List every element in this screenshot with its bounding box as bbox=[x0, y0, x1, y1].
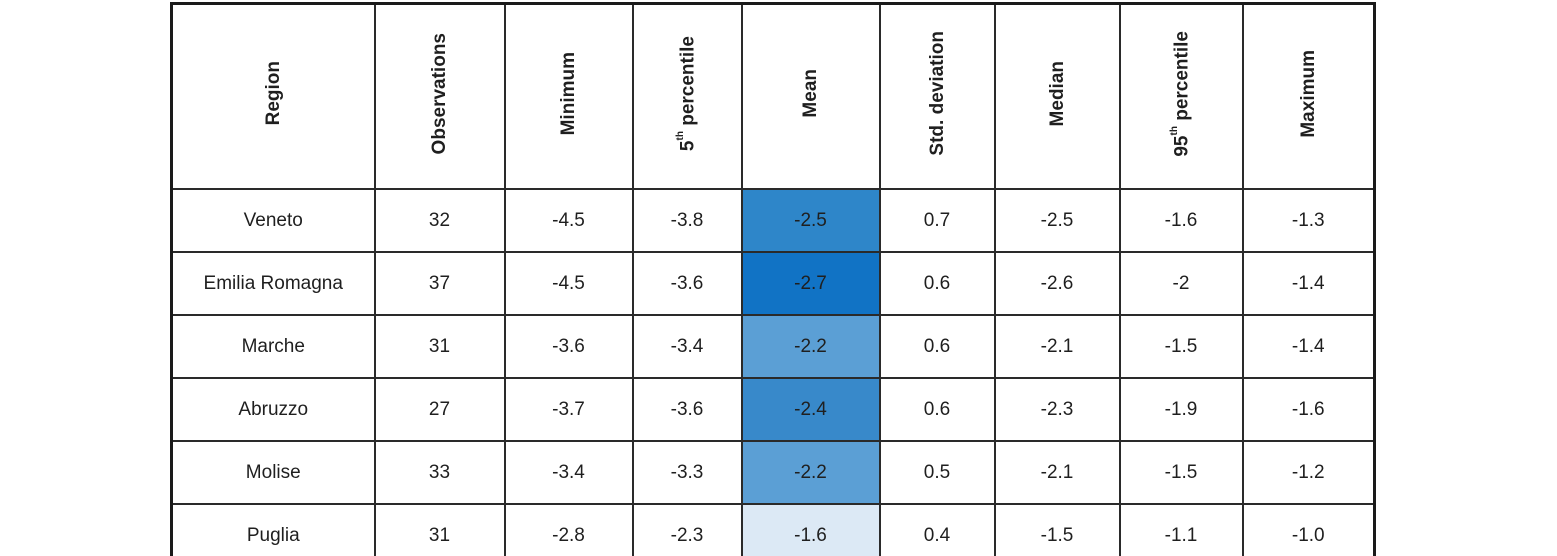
cell-std-deviation: 0.5 bbox=[878, 440, 996, 505]
cell-maximum: -1.3 bbox=[1241, 188, 1376, 253]
cell-5th-percentile: -3.4 bbox=[631, 314, 743, 379]
cell-region: Emilia Romagna bbox=[170, 251, 376, 316]
column-header-std-deviation: Std. deviation bbox=[878, 2, 996, 190]
cell-5th-percentile: -2.3 bbox=[631, 503, 743, 556]
cell-std-deviation: 0.4 bbox=[878, 503, 996, 556]
cell-mean: -2.7 bbox=[740, 251, 881, 316]
cell-observations: 27 bbox=[373, 377, 506, 442]
column-header-minimum: Minimum bbox=[503, 2, 634, 190]
cell-95th-percentile: -1.5 bbox=[1118, 440, 1244, 505]
cell-median: -2.5 bbox=[993, 188, 1121, 253]
table-row-molise: Molise 33 -3.4 -3.3 -2.2 0.5 -2.1 -1.5 -… bbox=[170, 440, 1376, 505]
column-header-observations: Observations bbox=[373, 2, 506, 190]
column-header-label: Region bbox=[262, 61, 284, 126]
cell-observations: 31 bbox=[373, 503, 506, 556]
cell-observations: 32 bbox=[373, 188, 506, 253]
regional-statistics-table: Region Observations Minimum 5th percenti… bbox=[170, 2, 1376, 556]
column-header-label: Maximum bbox=[1297, 49, 1319, 138]
cell-std-deviation: 0.7 bbox=[878, 188, 996, 253]
cell-region: Abruzzo bbox=[170, 377, 376, 442]
cell-maximum: -1.6 bbox=[1241, 377, 1376, 442]
table-row-abruzzo: Abruzzo 27 -3.7 -3.6 -2.4 0.6 -2.3 -1.9 … bbox=[170, 377, 1376, 442]
cell-minimum: -4.5 bbox=[503, 251, 634, 316]
cell-5th-percentile: -3.3 bbox=[631, 440, 743, 505]
column-header-median: Median bbox=[993, 2, 1121, 190]
cell-mean: -2.5 bbox=[740, 188, 881, 253]
cell-5th-percentile: -3.8 bbox=[631, 188, 743, 253]
cell-maximum: -1.4 bbox=[1241, 314, 1376, 379]
table-row-veneto: Veneto 32 -4.5 -3.8 -2.5 0.7 -2.5 -1.6 -… bbox=[170, 188, 1376, 253]
column-header-maximum: Maximum bbox=[1241, 2, 1376, 190]
cell-region: Marche bbox=[170, 314, 376, 379]
table-row-puglia: Puglia 31 -2.8 -2.3 -1.6 0.4 -1.5 -1.1 -… bbox=[170, 503, 1376, 556]
column-header-label: Minimum bbox=[558, 51, 579, 136]
cell-95th-percentile: -1.6 bbox=[1118, 188, 1244, 253]
column-header-label: Observations bbox=[429, 32, 450, 155]
cell-5th-percentile: -3.6 bbox=[631, 377, 743, 442]
cell-observations: 33 bbox=[373, 440, 506, 505]
cell-std-deviation: 0.6 bbox=[878, 314, 996, 379]
cell-minimum: -2.8 bbox=[503, 503, 634, 556]
column-header-label: Median bbox=[1046, 60, 1068, 127]
cell-std-deviation: 0.6 bbox=[878, 377, 996, 442]
cell-mean: -2.2 bbox=[740, 314, 881, 379]
cell-observations: 37 bbox=[373, 251, 506, 316]
cell-mean: -2.2 bbox=[740, 440, 881, 505]
cell-95th-percentile: -1.5 bbox=[1118, 314, 1244, 379]
column-header-label: Std. deviation bbox=[926, 31, 948, 156]
cell-95th-percentile: -2 bbox=[1118, 251, 1244, 316]
cell-region: Veneto bbox=[170, 188, 376, 253]
cell-median: -2.1 bbox=[993, 314, 1121, 379]
cell-maximum: -1.2 bbox=[1241, 440, 1376, 505]
cell-minimum: -4.5 bbox=[503, 188, 634, 253]
cell-mean: -1.6 bbox=[740, 503, 881, 556]
cell-median: -1.5 bbox=[993, 503, 1121, 556]
cell-region: Puglia bbox=[170, 503, 376, 556]
column-header-95th-percentile: 95th percentile bbox=[1118, 2, 1244, 190]
column-header-label: 95th percentile bbox=[1169, 30, 1193, 157]
cell-minimum: -3.7 bbox=[503, 377, 634, 442]
cell-median: -2.1 bbox=[993, 440, 1121, 505]
table-row-emilia-romagna: Emilia Romagna 37 -4.5 -3.6 -2.7 0.6 -2.… bbox=[170, 251, 1376, 316]
cell-minimum: -3.4 bbox=[503, 440, 634, 505]
cell-95th-percentile: -1.1 bbox=[1118, 503, 1244, 556]
cell-median: -2.6 bbox=[993, 251, 1121, 316]
cell-minimum: -3.6 bbox=[503, 314, 634, 379]
header-row: Region Observations Minimum 5th percenti… bbox=[170, 2, 1376, 190]
column-header-mean: Mean bbox=[740, 2, 881, 190]
cell-observations: 31 bbox=[373, 314, 506, 379]
cell-mean: -2.4 bbox=[740, 377, 881, 442]
column-header-5th-percentile: 5th percentile bbox=[631, 2, 743, 190]
column-header-region: Region bbox=[170, 2, 376, 190]
table-row-marche: Marche 31 -3.6 -3.4 -2.2 0.6 -2.1 -1.5 -… bbox=[170, 314, 1376, 379]
cell-5th-percentile: -3.6 bbox=[631, 251, 743, 316]
cell-std-deviation: 0.6 bbox=[878, 251, 996, 316]
cell-95th-percentile: -1.9 bbox=[1118, 377, 1244, 442]
column-header-label: Mean bbox=[800, 69, 821, 118]
column-header-label: 5th percentile bbox=[675, 35, 699, 152]
cell-maximum: -1.4 bbox=[1241, 251, 1376, 316]
cell-region: Molise bbox=[170, 440, 376, 505]
cell-maximum: -1.0 bbox=[1241, 503, 1376, 556]
cell-median: -2.3 bbox=[993, 377, 1121, 442]
